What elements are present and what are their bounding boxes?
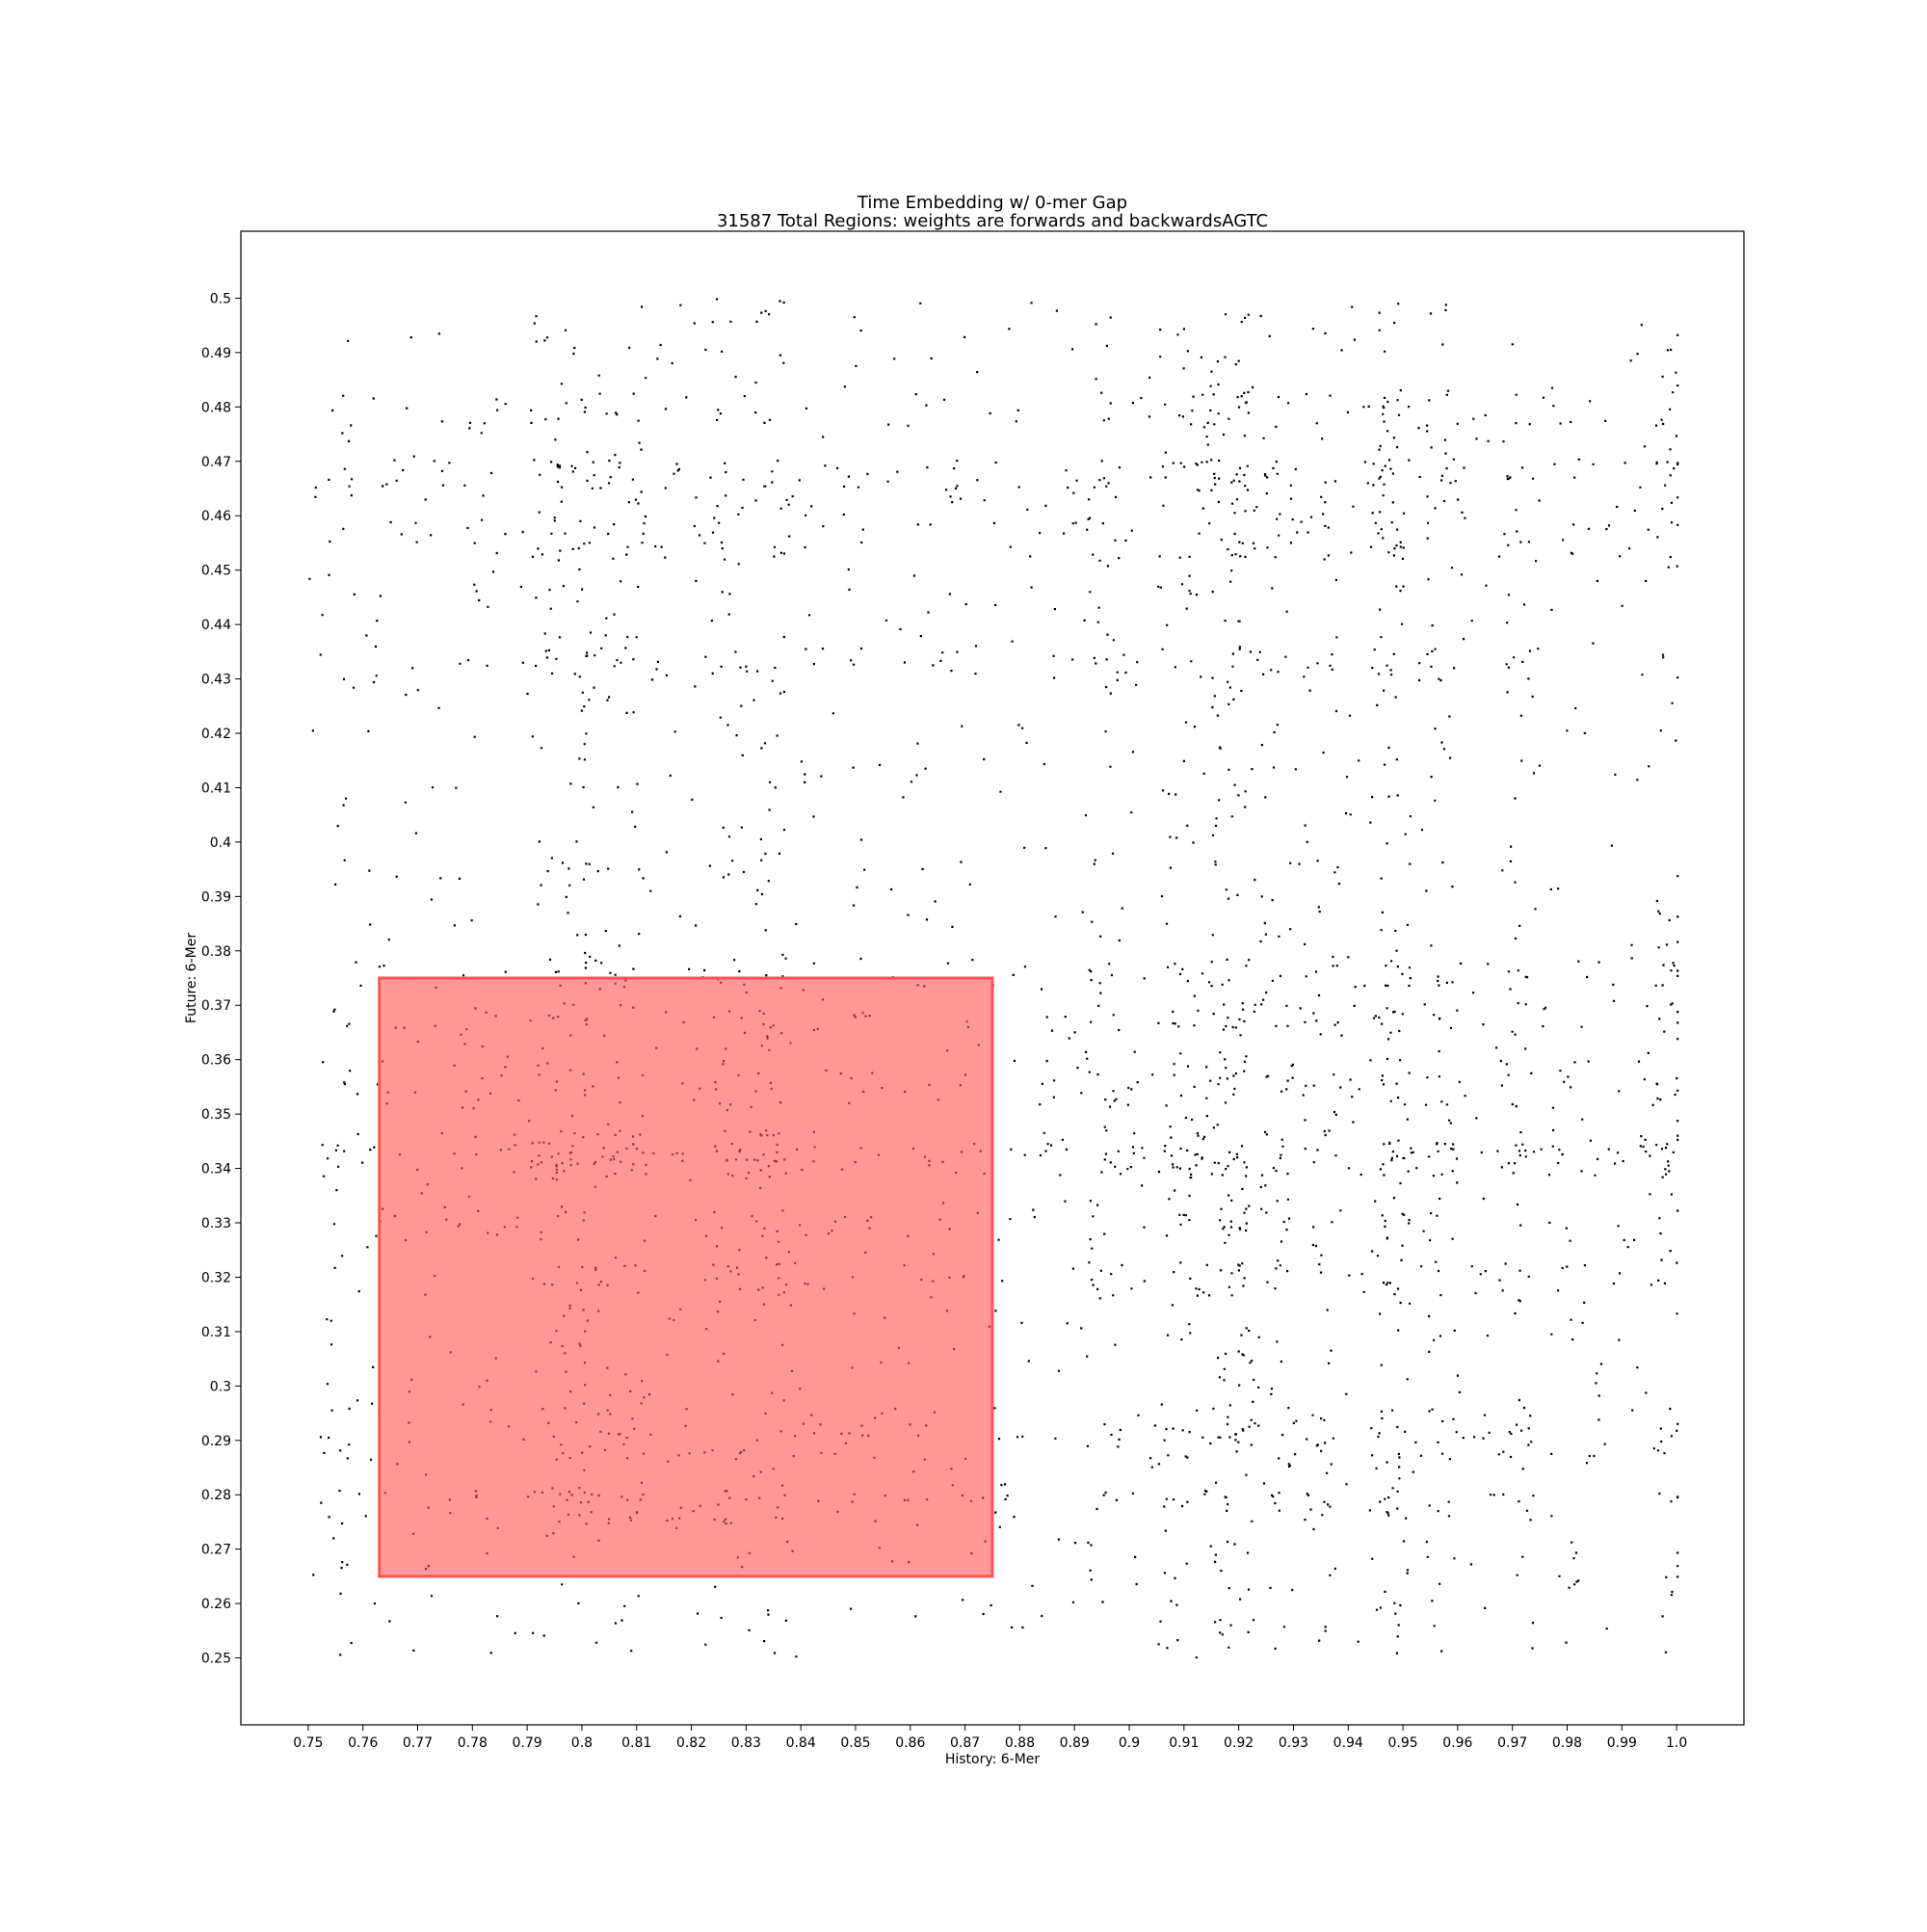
x-tick-label: 0.78 xyxy=(458,1735,488,1751)
x-tick-label: 0.98 xyxy=(1552,1735,1582,1751)
x-tick-label: 0.84 xyxy=(786,1735,816,1751)
x-tick-label: 0.91 xyxy=(1169,1735,1199,1751)
x-tick-label: 0.9 xyxy=(1119,1735,1140,1751)
y-tick-label: 0.43 xyxy=(201,673,231,688)
x-tick-label: 0.86 xyxy=(895,1735,925,1751)
x-tick-label: 0.82 xyxy=(676,1735,706,1751)
y-tick-label: 0.28 xyxy=(201,1488,231,1503)
highlight-region xyxy=(378,976,994,1578)
plot-area-frame xyxy=(240,230,1745,1726)
y-tick-label: 0.41 xyxy=(201,781,231,796)
y-tick-label: 0.25 xyxy=(201,1652,231,1667)
x-tick-label: 0.8 xyxy=(571,1735,593,1751)
y-tick-label: 0.42 xyxy=(201,727,231,742)
y-tick-label: 0.38 xyxy=(201,944,231,960)
chart-subtitle: 31587 Total Regions: weights are forward… xyxy=(717,211,1268,231)
x-tick-label: 0.79 xyxy=(513,1735,542,1751)
y-tick-label: 0.37 xyxy=(201,998,231,1014)
scatter-points xyxy=(308,298,1679,1659)
y-tick-label: 0.26 xyxy=(201,1597,231,1612)
y-tick-label: 0.39 xyxy=(201,889,231,905)
x-tick-label: 0.88 xyxy=(1005,1735,1035,1751)
x-tick-label: 0.96 xyxy=(1442,1735,1472,1751)
y-tick-label: 0.35 xyxy=(201,1107,231,1123)
x-tick-label: 0.92 xyxy=(1224,1735,1254,1751)
y-tick-label: 0.33 xyxy=(201,1216,231,1231)
y-tick-label: 0.34 xyxy=(201,1162,231,1178)
y-tick-label: 0.31 xyxy=(201,1325,231,1340)
y-tick-label: 0.44 xyxy=(201,618,231,633)
x-tick-label: 0.93 xyxy=(1279,1735,1308,1751)
y-tick-label: 0.27 xyxy=(201,1543,231,1558)
y-tick-label: 0.36 xyxy=(201,1053,231,1069)
x-tick-label: 0.99 xyxy=(1607,1735,1637,1751)
x-tick-label: 0.85 xyxy=(840,1735,870,1751)
x-tick-label: 0.95 xyxy=(1387,1735,1417,1751)
y-axis-label: Future: 6-Mer xyxy=(184,933,199,1023)
y-tick-label: 0.29 xyxy=(201,1434,231,1449)
y-tick-label: 0.46 xyxy=(201,509,231,524)
x-tick-label: 0.75 xyxy=(293,1735,323,1751)
x-tick-label: 0.76 xyxy=(348,1735,378,1751)
y-tick-label: 0.3 xyxy=(210,1379,231,1394)
x-tick-label: 1.0 xyxy=(1666,1735,1687,1751)
chart-title: Time Embedding w/ 0-mer Gap xyxy=(857,193,1127,213)
y-tick-label: 0.48 xyxy=(201,400,231,415)
y-tick-label: 0.47 xyxy=(201,455,231,470)
x-tick-label: 0.87 xyxy=(950,1735,980,1751)
x-tick-label: 0.77 xyxy=(403,1735,433,1751)
y-tick-label: 0.5 xyxy=(210,291,231,306)
x-axis-ticks: 0.75 0.76 0.77 0.78 0.79 0.8 0.81 0.82 0.83 0.84 0… xyxy=(293,1725,1687,1751)
y-tick-label: 0.4 xyxy=(210,835,231,851)
y-tick-label: 0.32 xyxy=(201,1270,231,1285)
y-tick-label: 0.45 xyxy=(201,564,231,579)
x-tick-label: 0.83 xyxy=(731,1735,761,1751)
x-axis-label: History: 6-Mer xyxy=(945,1752,1041,1767)
y-tick-label: 0.49 xyxy=(201,346,231,361)
scatter-point-cloud xyxy=(308,298,1679,1659)
y-axis-ticks: 0.25 0.26 0.27 0.28 0.29 0.3 0.31 0.32 0.33 0.34 0… xyxy=(201,291,241,1667)
x-tick-label: 0.94 xyxy=(1333,1735,1363,1751)
x-tick-label: 0.89 xyxy=(1060,1735,1090,1751)
x-tick-label: 0.97 xyxy=(1497,1735,1527,1751)
x-tick-label: 0.81 xyxy=(621,1735,651,1751)
